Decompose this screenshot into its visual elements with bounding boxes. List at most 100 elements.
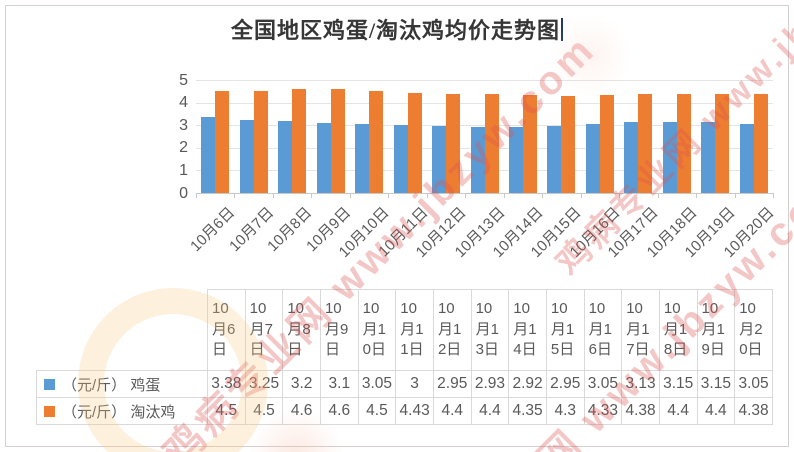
- table-value-cell: 4.5: [357, 397, 397, 425]
- x-axis-tickmark: [773, 194, 774, 198]
- series-label-cell: （元/斤） 鸡蛋: [36, 370, 208, 398]
- bar-egg: [509, 127, 523, 193]
- x-axis-tickmark: [465, 194, 466, 198]
- series-name: （元/斤） 鸡蛋: [62, 376, 161, 394]
- chart-title-text: 全国地区鸡蛋/淘汰鸡均价走势图: [230, 18, 561, 43]
- y-axis-label: 5: [179, 72, 188, 89]
- bar-culled-chicken: [408, 93, 422, 193]
- bar-culled-chicken: [446, 94, 460, 193]
- bar-egg: [547, 126, 561, 193]
- bar-culled-chicken: [292, 89, 306, 193]
- bar-culled-chicken: [215, 91, 229, 193]
- table-body: （元/斤） 鸡蛋 3.38 3.25 3.2 3.1 3.05 3 2.95 2.93 2.92 2…: [36, 370, 773, 425]
- bar-culled-chicken: [369, 91, 383, 193]
- table-header-cell: 10月14日: [508, 289, 547, 371]
- table-value-cell: 2.95: [432, 370, 472, 398]
- table-value-cell: 2.92: [508, 370, 547, 398]
- table-header-cell: 10月10日: [357, 289, 397, 371]
- bar-egg: [432, 126, 446, 193]
- bar-culled-chicken: [754, 94, 768, 193]
- bar-egg: [317, 123, 331, 193]
- bar-egg: [624, 122, 638, 193]
- bar-egg: [663, 122, 677, 193]
- bar-culled-chicken: [638, 94, 652, 193]
- x-axis-tickmark: [427, 194, 428, 198]
- table-header-cell: 10月12日: [432, 289, 472, 371]
- table-corner-cell: [37, 290, 208, 371]
- table-value-cell: 2.95: [545, 370, 585, 398]
- x-axis-tickmark: [581, 194, 582, 198]
- chart-outer-border: [5, 5, 789, 447]
- table-header-cell: 10月16日: [583, 289, 623, 371]
- x-axis-tickmark: [658, 194, 659, 198]
- x-axis-tickmark: [696, 194, 697, 198]
- x-axis-tickmark: [311, 194, 312, 198]
- table-value-cell: 4.35: [508, 397, 547, 425]
- table-header-cell: 10月17日: [621, 289, 660, 371]
- table-header-cell: 10月9日: [319, 289, 359, 371]
- table-value-cell: 3.25: [244, 370, 284, 398]
- bar-egg: [201, 117, 215, 193]
- table-header-cell: 10月8日: [282, 289, 321, 371]
- table-value-cell: 4.43: [395, 397, 434, 425]
- bar-egg: [240, 120, 254, 193]
- table-header-cell: 10月13日: [470, 289, 510, 371]
- x-axis-tickmark: [196, 194, 197, 198]
- table-value-cell: 4.5: [244, 397, 284, 425]
- table-value-cell: 3.15: [658, 370, 698, 398]
- table-header-row: 10月6日 10月7日 10月8日 10月9日 10月10日 10月11日 10月12日 10…: [37, 289, 773, 371]
- bar-egg: [355, 124, 369, 193]
- table-header-cell: 10月18日: [658, 289, 698, 371]
- legend-swatch-egg: [44, 378, 55, 390]
- table-value-cell: 4.38: [734, 397, 773, 425]
- table-value-cell: 4.38: [621, 397, 660, 425]
- table-value-cell: 2.93: [470, 370, 510, 398]
- table-value-cell: 3.05: [357, 370, 397, 398]
- table-header-cell: 10月11日: [395, 289, 434, 371]
- table-header-cell: 10月7日: [244, 289, 284, 371]
- table-header-cell: 10月20日: [734, 289, 773, 371]
- table-row-culled-chicken: （元/斤） 淘汰鸡 4.5 4.5 4.6 4.6 4.5 4.43 4.4 4.4 4.35 4.…: [36, 397, 773, 425]
- y-axis-label: 1: [179, 162, 188, 179]
- table-header-cell: 10月19日: [696, 289, 736, 371]
- x-axis-tickmark: [350, 194, 351, 198]
- table-header-cell: 10月15日: [545, 289, 585, 371]
- table-value-cell: 4.3: [545, 397, 585, 425]
- y-axis-label: 4: [179, 94, 188, 111]
- bar-culled-chicken: [331, 89, 345, 193]
- bar-culled-chicken: [561, 96, 575, 193]
- bar-egg: [278, 121, 292, 193]
- table-value-cell: 4.6: [282, 397, 321, 425]
- table-value-cell: 3.15: [696, 370, 736, 398]
- table-value-cell: 4.6: [319, 397, 359, 425]
- plot-area: [196, 80, 773, 193]
- table-value-cell: 4.4: [470, 397, 510, 425]
- bar-egg: [394, 125, 408, 193]
- text-cursor: [561, 18, 564, 41]
- table-value-cell: 3.1: [319, 370, 359, 398]
- bar-egg: [701, 122, 715, 193]
- table-header: 10月6日 10月7日 10月8日 10月9日 10月10日 10月11日 10月12日 10…: [37, 289, 773, 371]
- x-axis-tickmark: [542, 194, 543, 198]
- x-axis-line: [196, 193, 774, 194]
- series-legend: （元/斤） 鸡蛋: [44, 374, 203, 395]
- series-name: （元/斤） 淘汰鸡: [62, 403, 176, 421]
- table-value-cell: 3.05: [583, 370, 623, 398]
- table-value-cell: 3: [395, 370, 434, 398]
- table-value-cell: 4.5: [207, 397, 246, 425]
- table-value-cell: 4.33: [583, 397, 623, 425]
- table-value-cell: 3.2: [282, 370, 321, 398]
- bar-egg: [471, 127, 485, 193]
- y-axis-label: 2: [179, 139, 188, 156]
- x-axis-tickmark: [234, 194, 235, 198]
- table-value-cell: 4.4: [658, 397, 698, 425]
- gridline: [196, 103, 773, 104]
- gridline: [196, 80, 773, 81]
- chart-title: 全国地区鸡蛋/淘汰鸡均价走势图: [0, 13, 794, 45]
- bar-culled-chicken: [600, 95, 614, 193]
- x-axis-tickmark: [619, 194, 620, 198]
- table-value-cell: 3.05: [734, 370, 773, 398]
- table-header-cell: 10月6日: [207, 289, 246, 371]
- bar-culled-chicken: [254, 91, 268, 193]
